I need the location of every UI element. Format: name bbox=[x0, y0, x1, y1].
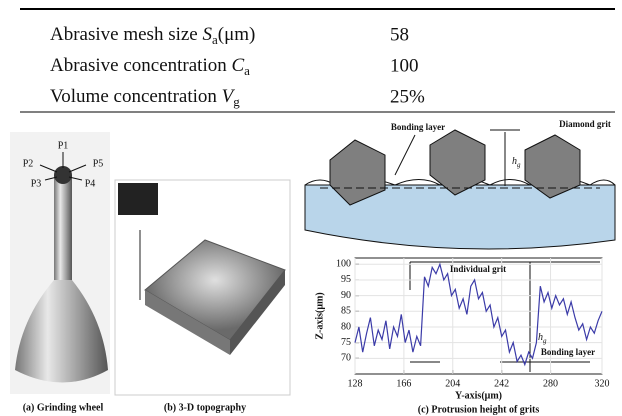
row-value: 25% bbox=[390, 86, 425, 107]
topography-inset bbox=[118, 183, 158, 215]
text-part: g bbox=[543, 337, 547, 345]
text-part: C bbox=[231, 55, 244, 76]
schematic-label: Diamond grit bbox=[559, 119, 611, 129]
text-part: Volume concentration bbox=[50, 86, 222, 107]
text-part: g bbox=[517, 161, 521, 169]
row-label: Abrasive concentration Ca bbox=[50, 55, 250, 78]
caption: (b) 3-D topography bbox=[164, 402, 246, 413]
x-tick-label: 242 bbox=[494, 378, 509, 389]
x-tick-label: 280 bbox=[543, 378, 558, 389]
panel-c-schematic bbox=[305, 130, 615, 249]
y-tick-label: 80 bbox=[341, 321, 351, 332]
text-part: S bbox=[202, 24, 212, 45]
x-axis-label: Y-axis(μm) bbox=[455, 390, 502, 401]
row-label: Volume concentration Vg bbox=[50, 86, 240, 109]
point-label: P4 bbox=[85, 178, 96, 189]
caption: (a) Grinding wheel bbox=[23, 402, 104, 413]
row-value: 58 bbox=[390, 24, 409, 45]
page: Abrasive mesh size Sa(μm)58Abrasive conc… bbox=[0, 0, 622, 416]
annotation: Bonding layer bbox=[541, 347, 595, 357]
schematic-label: Bonding layer bbox=[391, 122, 445, 132]
panel-a-photo bbox=[10, 132, 110, 394]
y-tick-label: 75 bbox=[341, 337, 351, 348]
point-label: P1 bbox=[58, 140, 69, 151]
x-tick-label: 204 bbox=[445, 378, 460, 389]
text-part: a bbox=[244, 63, 250, 78]
caption: (c) Protrusion height of grits bbox=[418, 404, 540, 415]
point-label: P5 bbox=[93, 158, 104, 169]
text-part: Abrasive concentration bbox=[50, 55, 231, 76]
text-part: (μm) bbox=[218, 24, 256, 45]
y-axis-label: Z-axis(μm) bbox=[314, 292, 325, 339]
label-leader bbox=[395, 135, 415, 175]
annotation: hg bbox=[538, 332, 547, 344]
x-tick-label: 320 bbox=[595, 378, 610, 389]
point-label: P3 bbox=[31, 178, 42, 189]
point-label: P2 bbox=[23, 158, 34, 169]
panel-b-image bbox=[115, 180, 290, 395]
text-part: g bbox=[233, 94, 240, 109]
text-part: Abrasive mesh size bbox=[50, 24, 202, 45]
y-tick-label: 95 bbox=[341, 274, 351, 285]
y-tick-label: 90 bbox=[341, 290, 351, 301]
x-tick-label: 166 bbox=[396, 378, 411, 389]
wheel-tip bbox=[54, 166, 72, 184]
height-symbol: hg bbox=[512, 156, 521, 168]
row-label: Abrasive mesh size Sa(μm) bbox=[50, 24, 255, 47]
y-tick-label: 70 bbox=[341, 353, 351, 364]
row-value: 100 bbox=[390, 55, 419, 76]
y-tick-label: 100 bbox=[336, 259, 351, 270]
y-tick-label: 85 bbox=[341, 306, 351, 317]
wheel-shaft bbox=[54, 175, 72, 285]
x-tick-label: 128 bbox=[348, 378, 363, 389]
annotation: Individual grit bbox=[450, 264, 506, 274]
